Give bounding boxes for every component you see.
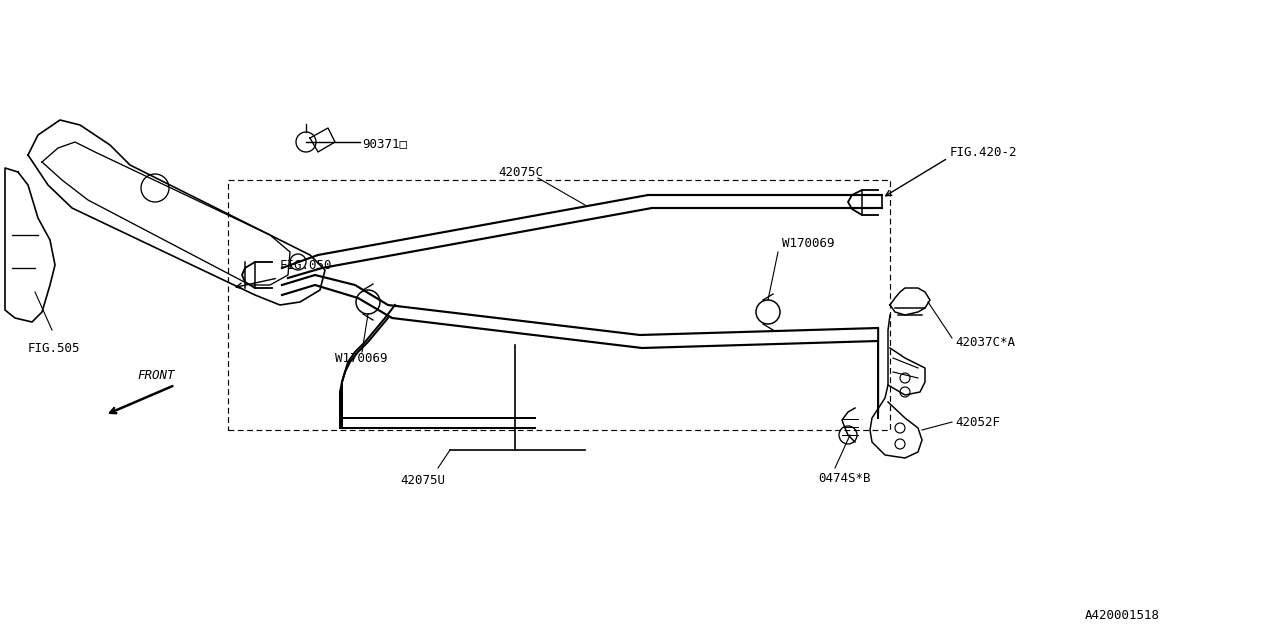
Text: W170069: W170069 <box>782 237 835 250</box>
Text: FIG.505: FIG.505 <box>28 342 81 355</box>
Text: 42037C*A: 42037C*A <box>955 335 1015 349</box>
Text: A420001518: A420001518 <box>1085 609 1160 622</box>
Text: 90371□: 90371□ <box>362 138 407 150</box>
Text: FIG.050: FIG.050 <box>280 259 333 272</box>
Text: 42052F: 42052F <box>955 415 1000 429</box>
Text: FRONT: FRONT <box>137 369 175 382</box>
Text: 42075C: 42075C <box>498 166 543 179</box>
Text: FIG.420-2: FIG.420-2 <box>950 145 1018 159</box>
Text: W170069: W170069 <box>335 351 388 365</box>
Text: 42075U: 42075U <box>401 474 445 486</box>
Text: 0474S*B: 0474S*B <box>818 472 870 484</box>
